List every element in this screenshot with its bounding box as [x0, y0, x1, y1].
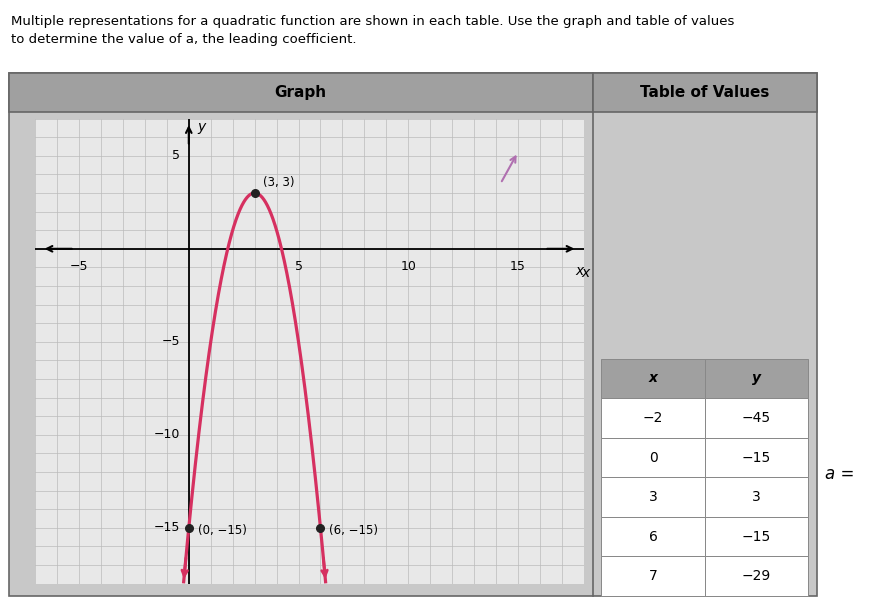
Text: Multiple representations for a quadratic function are shown in each table. Use t: Multiple representations for a quadratic…	[11, 15, 734, 28]
Text: y: y	[751, 371, 759, 385]
Text: 7: 7	[648, 569, 657, 583]
Text: −10: −10	[153, 429, 180, 441]
Text: a =: a =	[824, 465, 853, 483]
Text: 6: 6	[648, 530, 657, 544]
Text: −45: −45	[741, 411, 770, 425]
Text: 5: 5	[172, 150, 180, 162]
Text: Table of Values: Table of Values	[639, 85, 768, 100]
Text: −29: −29	[741, 569, 770, 583]
Text: 10: 10	[400, 260, 416, 273]
Text: −2: −2	[642, 411, 662, 425]
Text: x: x	[648, 371, 657, 385]
Text: x: x	[581, 266, 589, 280]
Text: 3: 3	[751, 490, 759, 504]
Text: 0: 0	[648, 451, 657, 465]
Text: −5: −5	[161, 336, 180, 348]
Text: (6, −15): (6, −15)	[329, 524, 378, 537]
Text: 15: 15	[510, 260, 525, 273]
Text: 5: 5	[294, 260, 303, 273]
Text: to determine the value of a, the leading coefficient.: to determine the value of a, the leading…	[11, 33, 357, 46]
Text: (3, 3): (3, 3)	[263, 176, 295, 189]
Text: −15: −15	[741, 451, 770, 465]
Text: −15: −15	[153, 522, 180, 534]
Text: −5: −5	[69, 260, 89, 273]
Text: −15: −15	[741, 530, 770, 544]
Text: x: x	[574, 264, 583, 278]
Text: Graph: Graph	[275, 85, 326, 100]
Text: (0, −15): (0, −15)	[197, 524, 246, 537]
Text: 3: 3	[648, 490, 657, 504]
Text: y: y	[197, 120, 205, 134]
